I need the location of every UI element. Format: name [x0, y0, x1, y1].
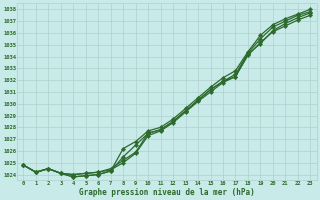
- X-axis label: Graphe pression niveau de la mer (hPa): Graphe pression niveau de la mer (hPa): [79, 188, 255, 197]
